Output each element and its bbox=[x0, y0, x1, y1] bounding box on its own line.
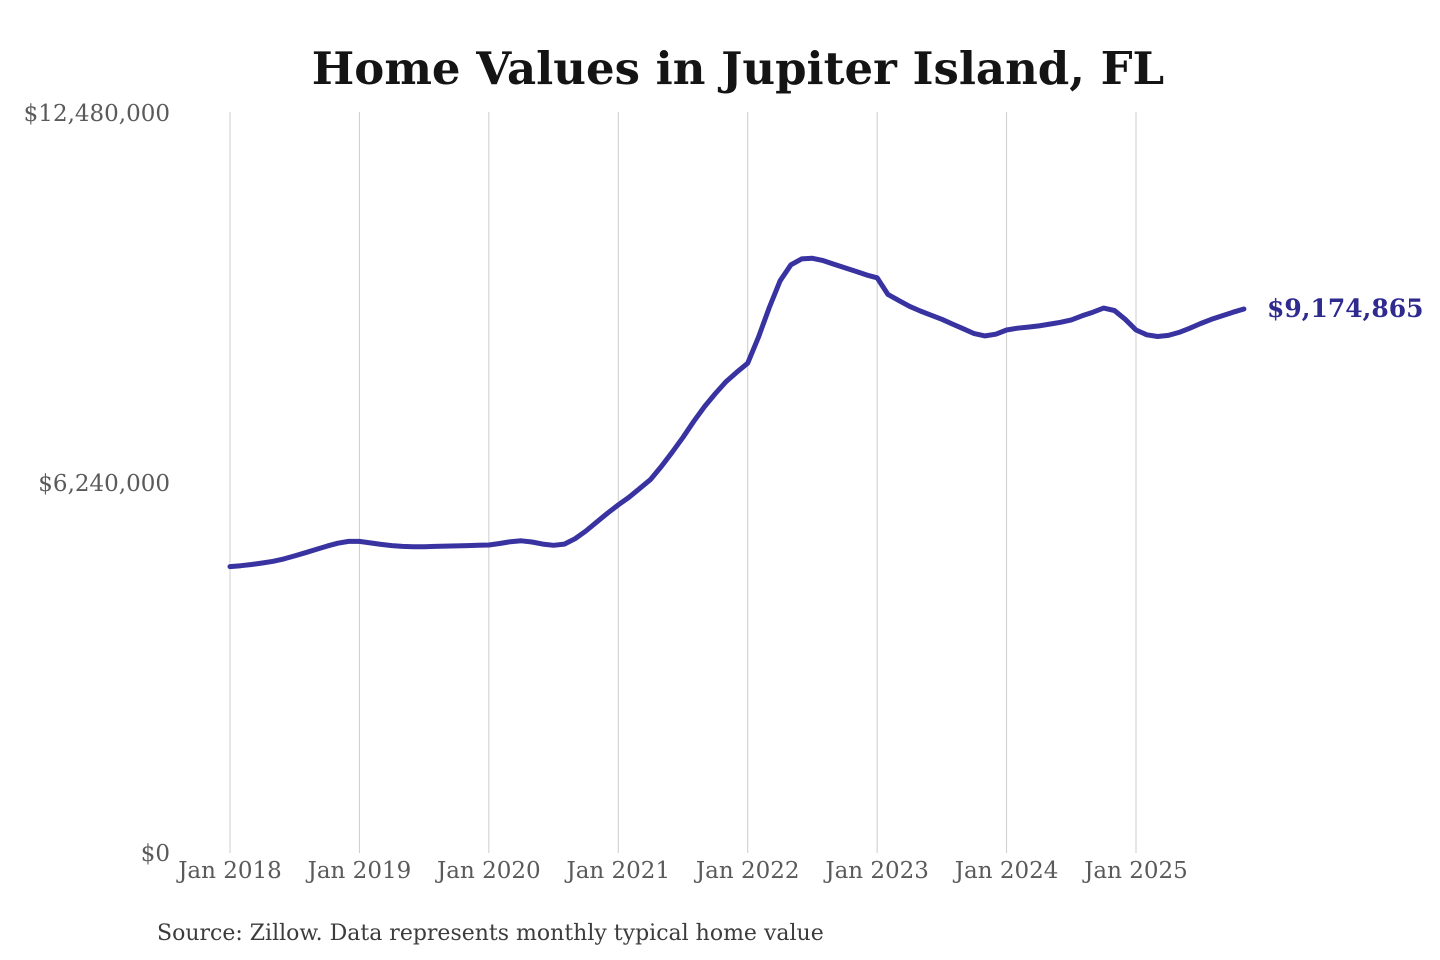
chart-title: Home Values in Jupiter Island, FL bbox=[312, 42, 1164, 95]
x-axis-label-jan-2021: Jan 2021 bbox=[564, 858, 670, 884]
x-axis-label-jan-2025: Jan 2025 bbox=[1082, 858, 1188, 884]
current-value-label: $9,174,865 bbox=[1267, 294, 1424, 323]
x-axis-label-jan-2020: Jan 2020 bbox=[435, 858, 541, 884]
x-axis-label-jan-2023: Jan 2023 bbox=[823, 858, 929, 884]
x-axis-label-jan-2024: Jan 2024 bbox=[953, 858, 1059, 884]
y-axis-labels-group: $0 $6,240,000 $12,480,000 bbox=[24, 101, 170, 867]
source-note: Source: Zillow. Data represents monthly … bbox=[157, 921, 824, 946]
gridlines-group bbox=[229, 112, 1137, 853]
x-axis-label-jan-2018: Jan 2018 bbox=[176, 858, 282, 884]
x-axis-label-jan-2019: Jan 2019 bbox=[306, 858, 412, 884]
x-axis-labels-group: Jan 2018 Jan 2019 Jan 2020 Jan 2021 Jan 2022… bbox=[176, 858, 1188, 884]
y-axis-label-0: $0 bbox=[141, 841, 170, 867]
home-value-line-series bbox=[227, 255, 1247, 570]
y-axis-label-12-480-000: $12,480,000 bbox=[24, 101, 170, 127]
y-axis-label-6-240-000: $6,240,000 bbox=[38, 471, 170, 497]
x-axis-label-jan-2022: Jan 2022 bbox=[694, 858, 800, 884]
